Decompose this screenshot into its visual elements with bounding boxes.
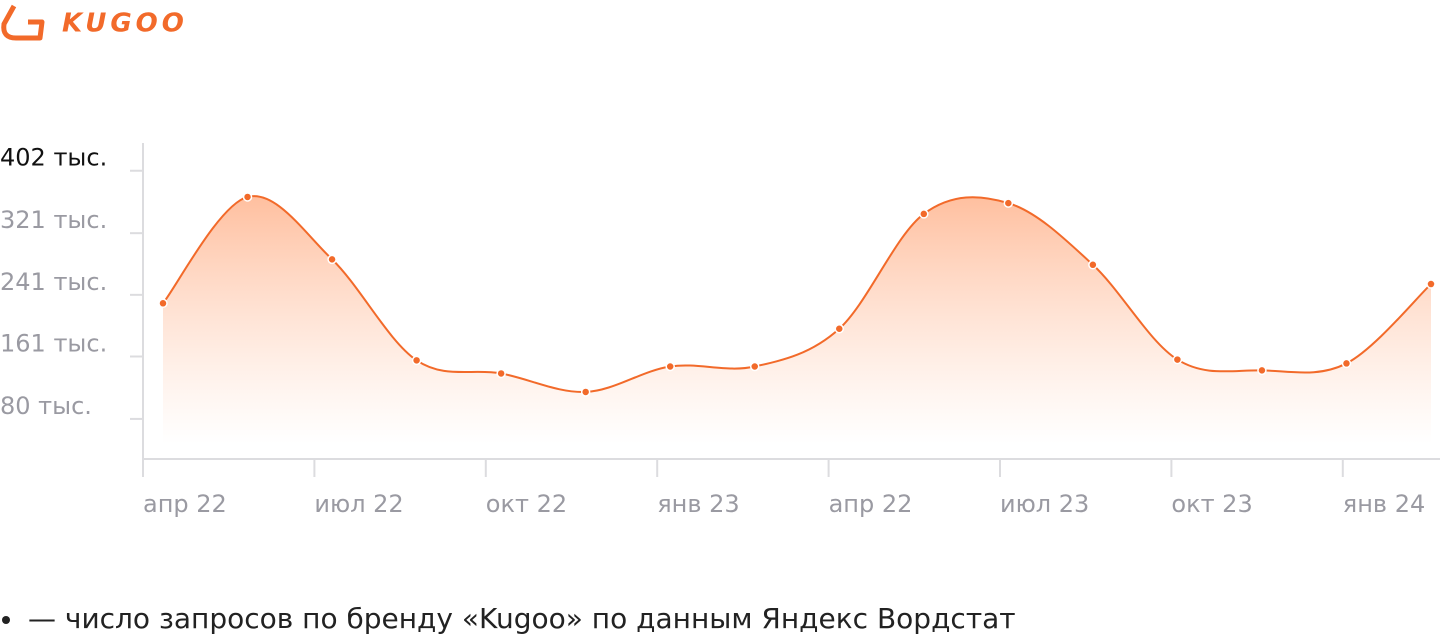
point — [834, 323, 845, 334]
point — [665, 361, 675, 372]
logo-icon — [1, 4, 45, 41]
x-tick-label: янв 23 — [657, 490, 739, 518]
point — [1172, 354, 1183, 365]
point — [327, 254, 337, 265]
logo: KUGOO — [1, 4, 188, 41]
point — [242, 192, 253, 202]
y-tick-label: 161 тыс. — [0, 329, 107, 357]
area — [163, 196, 1431, 444]
logo-text: KUGOO — [62, 9, 188, 39]
line — [162, 195, 1432, 393]
x-tick-label: янв 24 — [1343, 490, 1425, 518]
bullet — [2, 616, 10, 624]
x-tick-label: апр 22 — [143, 490, 227, 518]
x-tick-label: окт 22 — [486, 490, 567, 518]
point — [496, 368, 506, 379]
x-tick-label: окт 23 — [1171, 490, 1252, 518]
point — [919, 209, 929, 219]
y-tick-label: 80 тыс. — [0, 392, 92, 420]
x-tick-label: июл 22 — [314, 490, 403, 518]
point — [158, 298, 168, 309]
y-tick-label: 241 тыс. — [0, 268, 107, 296]
note: — число запросов по бренду «Kugoo» по да… — [28, 602, 1016, 635]
point — [1426, 279, 1436, 289]
x-tick-label: июл 23 — [1000, 490, 1089, 518]
point — [580, 387, 591, 397]
x-tick-label: апр 22 — [829, 490, 913, 518]
point — [1088, 260, 1098, 270]
point — [1257, 365, 1267, 376]
point — [1341, 358, 1352, 369]
point — [411, 355, 422, 366]
point — [1003, 198, 1014, 208]
y-tick-label: 321 тыс. — [0, 206, 107, 234]
y-tick-label: 402 тыс. — [0, 144, 107, 172]
point — [749, 361, 760, 372]
